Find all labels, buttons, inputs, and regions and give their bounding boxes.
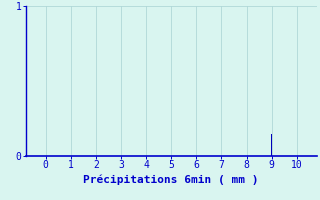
Bar bbox=[271, 134, 273, 156]
X-axis label: Précipitations 6min ( mm ): Précipitations 6min ( mm ) bbox=[84, 174, 259, 185]
